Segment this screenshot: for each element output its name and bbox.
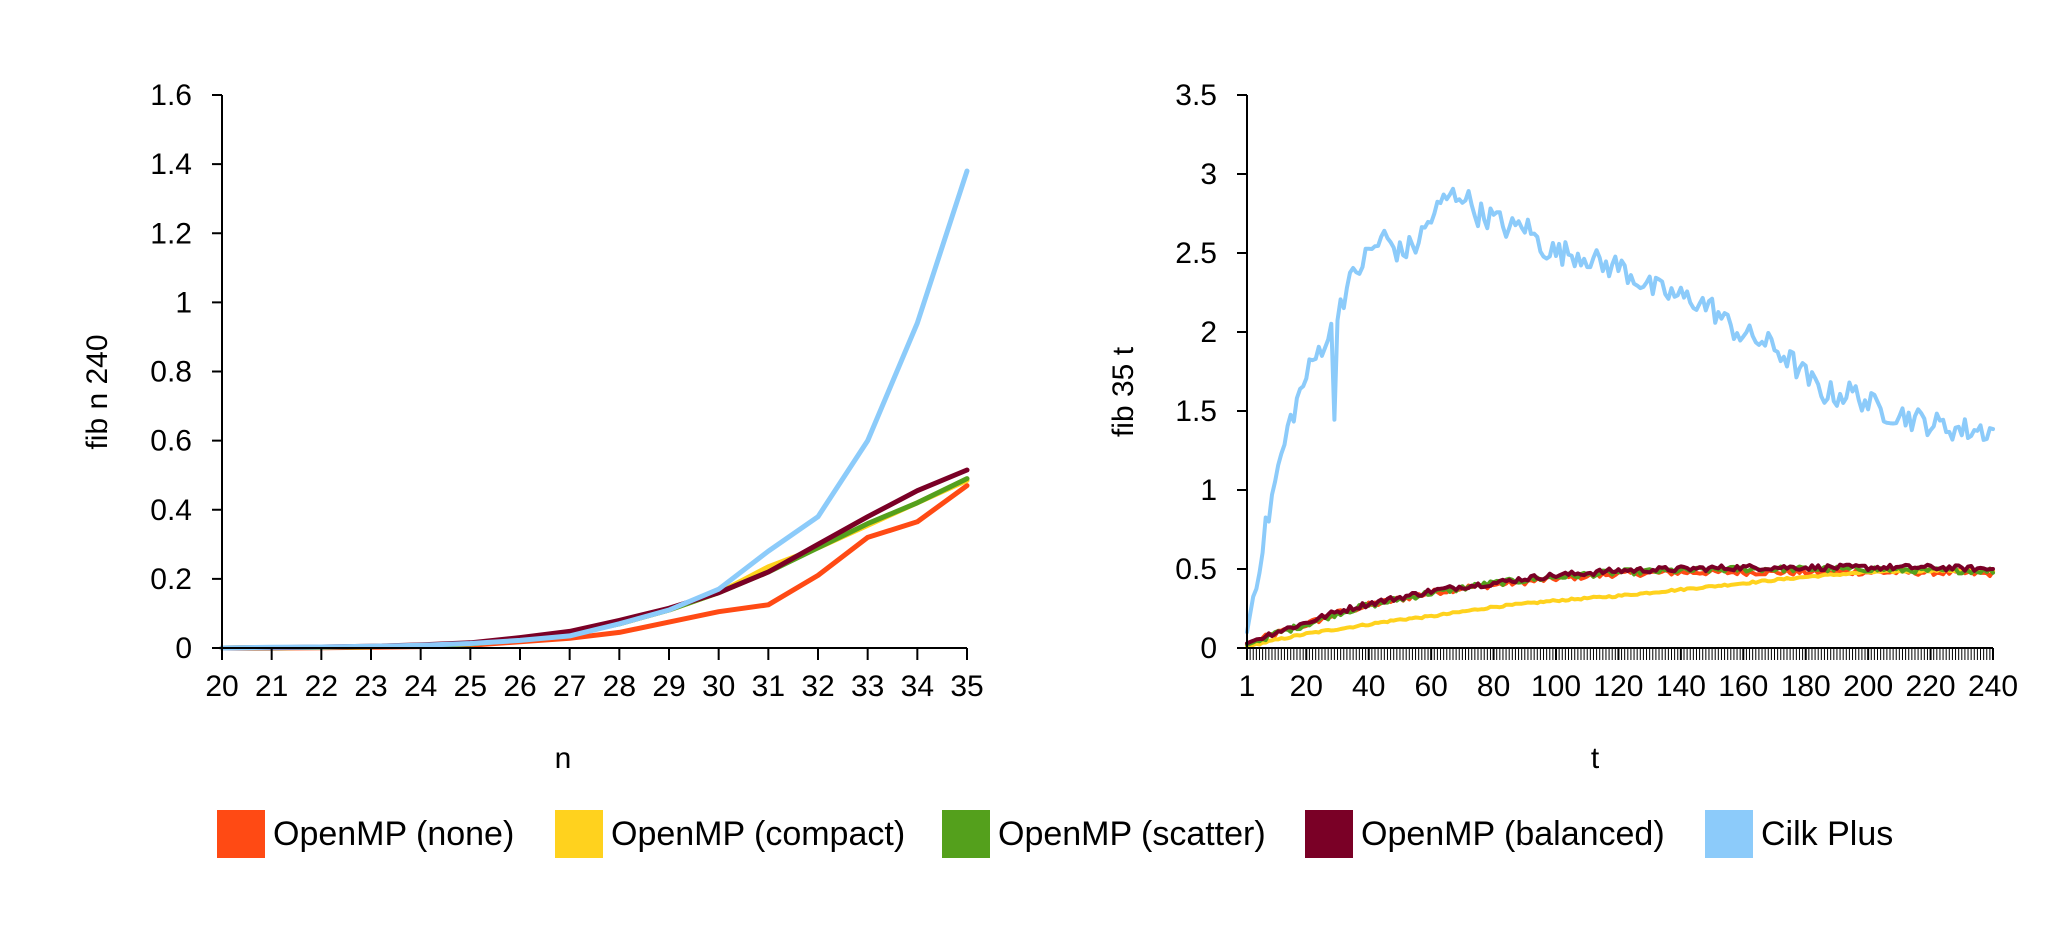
right-y-tick-label: 2.5 bbox=[1175, 237, 1217, 270]
legend-item: OpenMP (compact) bbox=[555, 810, 905, 858]
left-y-axis-title: fib n 240 bbox=[81, 334, 114, 449]
right-series-cilk-plus bbox=[1245, 186, 1995, 635]
right-series-lines bbox=[1245, 186, 1995, 649]
right-y-tick-label: 0.5 bbox=[1175, 553, 1217, 586]
left-y-tick-label: 1.4 bbox=[150, 148, 192, 181]
left-y-tick-label: 1.6 bbox=[150, 79, 192, 112]
legend-swatch-openmp-balanced bbox=[1305, 810, 1353, 858]
left-x-tick-label: 28 bbox=[603, 670, 636, 703]
left-x-tick-label: 27 bbox=[553, 670, 586, 703]
left-x-tick-label: 20 bbox=[205, 670, 238, 703]
left-x-tick-label: 31 bbox=[752, 670, 785, 703]
legend-item: OpenMP (balanced) bbox=[1305, 810, 1665, 858]
legend-swatch-openmp-none bbox=[217, 810, 265, 858]
right-y-tick-label: 3.5 bbox=[1175, 79, 1217, 112]
left-axes: 0 0.2 0.4 0.6 0.8 1 1.2 1.4 1.6 20 21 22 23 24 25 26 27 2… bbox=[150, 79, 983, 703]
right-y-tick-label: 2 bbox=[1200, 316, 1217, 349]
left-y-tick-label: 0 bbox=[175, 632, 192, 665]
left-x-tick-label: 33 bbox=[851, 670, 884, 703]
chart-fib-35-t: 00.511.522.533.51 20 40 60 80 100 120 140 160 180… bbox=[1107, 79, 2018, 775]
right-x-tick-label: 60 bbox=[1414, 670, 1447, 703]
right-x-tick-label: 20 bbox=[1290, 670, 1323, 703]
legend: OpenMP (none) OpenMP (compact) OpenMP (s… bbox=[217, 810, 1893, 858]
right-y-tick-label: 1 bbox=[1200, 474, 1217, 507]
right-x-tick-label: 240 bbox=[1968, 670, 2018, 703]
left-x-tick-label: 25 bbox=[454, 670, 487, 703]
left-x-tick-label: 23 bbox=[354, 670, 387, 703]
legend-swatch-cilk-plus bbox=[1705, 810, 1753, 858]
legend-label: OpenMP (none) bbox=[273, 815, 514, 853]
left-x-axis-title: n bbox=[555, 742, 572, 775]
right-x-tick-label: 220 bbox=[1906, 670, 1956, 703]
left-y-tick-label: 0.8 bbox=[150, 356, 192, 389]
legend-label: OpenMP (scatter) bbox=[998, 815, 1266, 853]
legend-swatch-openmp-compact bbox=[555, 810, 603, 858]
left-series-openmp-scatter bbox=[219, 476, 970, 651]
left-y-tick-label: 0.6 bbox=[150, 425, 192, 458]
left-x-tick-label: 30 bbox=[702, 670, 735, 703]
left-x-tick-label: 21 bbox=[255, 670, 288, 703]
legend-label: OpenMP (compact) bbox=[611, 815, 905, 853]
right-x-tick-label: 180 bbox=[1781, 670, 1831, 703]
right-x-tick-label: 1 bbox=[1239, 670, 1256, 703]
legend-item: OpenMP (none) bbox=[217, 810, 514, 858]
right-x-axis-title: t bbox=[1591, 742, 1600, 775]
left-series-openmp-balanced bbox=[219, 467, 970, 651]
right-x-tick-label: 80 bbox=[1477, 670, 1510, 703]
left-x-tick-label: 22 bbox=[305, 670, 338, 703]
left-x-tick-label: 26 bbox=[503, 670, 536, 703]
left-y-tick-label: 1 bbox=[175, 286, 192, 319]
right-x-tick-label: 40 bbox=[1352, 670, 1385, 703]
right-x-tick-label: 160 bbox=[1718, 670, 1768, 703]
right-x-tick-label: 120 bbox=[1593, 670, 1643, 703]
legend-swatch-openmp-scatter bbox=[942, 810, 990, 858]
right-x-tick-label: 200 bbox=[1843, 670, 1893, 703]
legend-item: Cilk Plus bbox=[1705, 810, 1893, 858]
left-y-tick-label: 1.2 bbox=[150, 217, 192, 250]
legend-label: Cilk Plus bbox=[1761, 815, 1893, 853]
right-series-openmp-balanced bbox=[1245, 562, 1995, 646]
left-x-tick-label: 35 bbox=[950, 670, 983, 703]
left-x-tick-label: 24 bbox=[404, 670, 437, 703]
right-y-tick-label: 1.5 bbox=[1175, 395, 1217, 428]
legend-label: OpenMP (balanced) bbox=[1361, 815, 1665, 853]
left-series-openmp-compact bbox=[219, 477, 970, 651]
left-x-tick-label: 32 bbox=[801, 670, 834, 703]
left-x-tick-label: 29 bbox=[652, 670, 685, 703]
left-series-lines bbox=[219, 168, 970, 651]
right-x-tick-label: 100 bbox=[1531, 670, 1581, 703]
right-y-tick-label: 0 bbox=[1200, 632, 1217, 665]
left-y-tick-label: 0.4 bbox=[150, 494, 192, 527]
right-y-axis-title: fib 35 t bbox=[1107, 346, 1140, 437]
left-y-tick-label: 0.2 bbox=[150, 563, 192, 596]
legend-item: OpenMP (scatter) bbox=[942, 810, 1266, 858]
right-y-tick-label: 3 bbox=[1200, 158, 1217, 191]
left-x-tick-label: 34 bbox=[901, 670, 934, 703]
right-axes: 00.511.522.533.51 20 40 60 80 100 120 140 160 180… bbox=[1175, 79, 2018, 703]
right-x-tick-label: 140 bbox=[1656, 670, 1706, 703]
chart-fib-n-240: 0 0.2 0.4 0.6 0.8 1 1.2 1.4 1.6 20 21 22 23 24 25 26 27 2… bbox=[81, 79, 984, 775]
left-series-cilk-plus bbox=[219, 168, 970, 651]
